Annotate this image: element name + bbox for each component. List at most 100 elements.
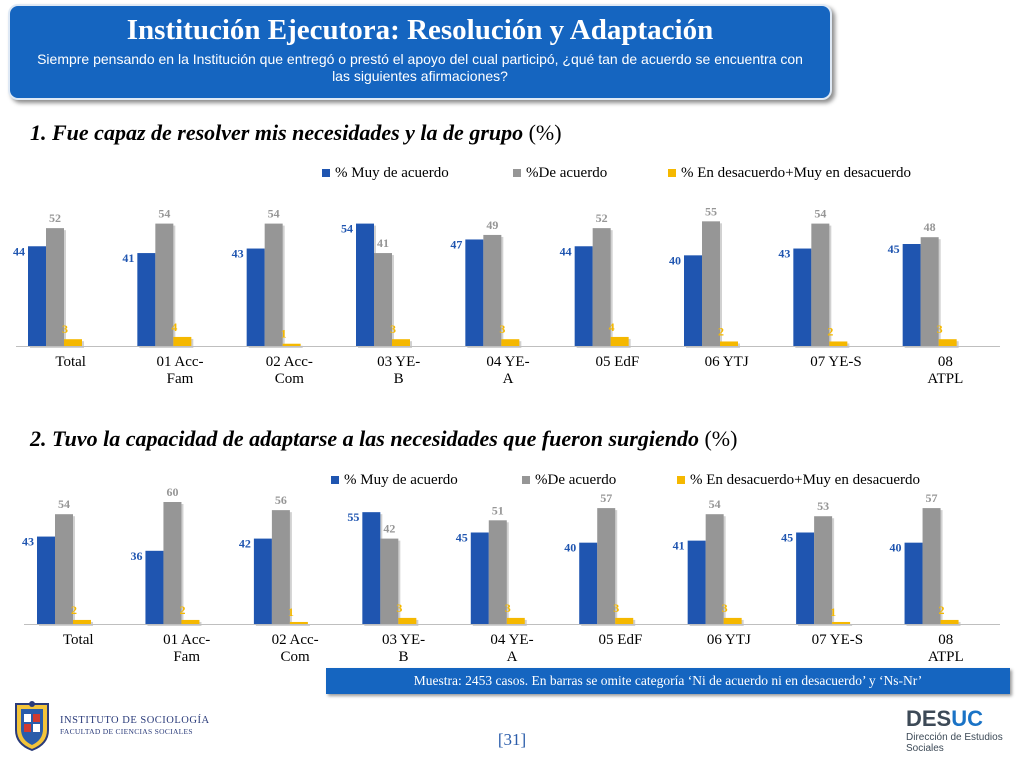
chart2-title-unit: (%) — [704, 426, 738, 451]
bar — [356, 223, 374, 346]
category-label: B — [394, 371, 404, 387]
chart2-title: 2. Tuvo la capacidad de adaptarse a las … — [30, 426, 737, 452]
legend-label: % Muy de acuerdo — [344, 472, 458, 488]
data-label: 52 — [596, 211, 608, 225]
bar — [506, 617, 525, 624]
data-label: 41 — [122, 251, 134, 265]
data-label: 40 — [669, 253, 681, 267]
data-label: 40 — [890, 541, 902, 555]
legend-swatch — [513, 169, 521, 177]
legend-label: % En desacuerdo+Muy en desacuerdo — [681, 165, 911, 181]
data-label: 54 — [709, 497, 721, 511]
category-label: 08 — [938, 632, 953, 648]
bar — [483, 234, 502, 346]
bar — [289, 621, 308, 624]
data-label: 1 — [288, 605, 294, 619]
data-label: 54 — [58, 497, 70, 511]
bar — [832, 621, 851, 624]
data-label: 55 — [705, 204, 717, 218]
bar — [579, 542, 598, 624]
bar — [181, 619, 200, 624]
category-label: ATPL — [928, 649, 964, 665]
bar — [814, 516, 833, 624]
data-label: 56 — [275, 493, 287, 507]
bar — [610, 336, 629, 346]
category-label: 05 EdF — [595, 354, 639, 370]
institute-name: INSTITUTO DE SOCIOLOGÍA — [60, 715, 210, 726]
data-label: 3 — [499, 322, 505, 336]
legend-swatch — [331, 476, 339, 484]
chart1-title: 1. Fue capaz de resolver mis necesidades… — [30, 120, 562, 146]
chart1: % Muy de acuerdo %De acuerdo % En desacuer… — [13, 165, 1000, 387]
data-label: 51 — [492, 503, 504, 517]
slide-subtitle: Siempre pensando en la Institución que e… — [37, 51, 803, 84]
category-label: 03 YE- — [382, 632, 425, 648]
data-label: 54 — [268, 207, 280, 221]
faculty-name: FACULTAD DE CIENCIAS SOCIALES — [60, 727, 193, 736]
bar — [173, 336, 192, 346]
bar — [264, 223, 283, 346]
bar — [705, 514, 724, 624]
data-label: 4 — [609, 320, 615, 334]
bar — [902, 244, 921, 346]
category-label: Total — [55, 354, 86, 370]
data-label: 3 — [937, 322, 943, 336]
category-label: 02 Acc- — [272, 632, 319, 648]
legend-label: %De acuerdo — [526, 165, 607, 181]
data-label: 36 — [130, 549, 142, 563]
data-label: 42 — [239, 537, 251, 551]
bar — [922, 508, 941, 624]
chart2: % Muy de acuerdo %De acuerdo % En desacuer… — [22, 472, 1000, 665]
category-label: Com — [281, 649, 311, 665]
bar — [55, 514, 73, 624]
category-label: ATPL — [927, 371, 963, 387]
data-label: 3 — [722, 601, 728, 615]
data-label: 55 — [347, 510, 359, 524]
bar — [811, 223, 830, 346]
data-label: 54 — [158, 207, 170, 221]
page-number: [31] — [497, 730, 527, 749]
data-label: 3 — [505, 601, 511, 615]
bar — [592, 228, 611, 346]
data-label: 45 — [781, 531, 793, 545]
data-label: 43 — [22, 535, 34, 549]
bar — [470, 532, 489, 624]
bar — [597, 508, 616, 624]
bar — [796, 532, 815, 624]
data-label: 47 — [450, 237, 462, 251]
data-label: 3 — [613, 601, 619, 615]
university-seal-icon — [15, 701, 49, 752]
bar — [282, 343, 301, 346]
category-label: A — [503, 371, 514, 387]
data-label: 2 — [939, 603, 945, 617]
category-label: Total — [63, 632, 94, 648]
bar — [137, 253, 156, 346]
bar — [793, 248, 812, 346]
bar — [904, 542, 923, 624]
desuc-sub1: Dirección de Estudios — [906, 732, 1003, 743]
bar — [392, 339, 410, 346]
data-label: 41 — [673, 539, 685, 553]
bar — [684, 255, 702, 346]
data-label: 52 — [49, 211, 61, 225]
bar — [723, 617, 742, 624]
legend-label: % En desacuerdo+Muy en desacuerdo — [690, 472, 920, 488]
category-label: 06 YTJ — [705, 354, 749, 370]
bar — [163, 502, 182, 624]
data-label: 41 — [377, 236, 389, 250]
sample-note: Muestra: 2453 casos. En barras se omite … — [326, 668, 1010, 694]
bar — [938, 339, 957, 346]
data-label: 2 — [827, 324, 833, 338]
institute-logo: INSTITUTO DE SOCIOLOGÍA FACULTAD DE CIEN… — [12, 700, 210, 752]
data-label: 45 — [456, 531, 468, 545]
category-label: Com — [275, 371, 305, 387]
data-label: 2 — [179, 603, 185, 617]
desuc-logo: DESUC Dirección de Estudios Sociales — [906, 706, 1003, 754]
data-label: 43 — [778, 247, 790, 261]
bar — [253, 538, 272, 624]
data-label: 60 — [166, 485, 178, 499]
bar — [720, 341, 738, 346]
category-label: B — [399, 649, 409, 665]
category-label: Fam — [173, 649, 200, 665]
category-label: A — [507, 649, 518, 665]
